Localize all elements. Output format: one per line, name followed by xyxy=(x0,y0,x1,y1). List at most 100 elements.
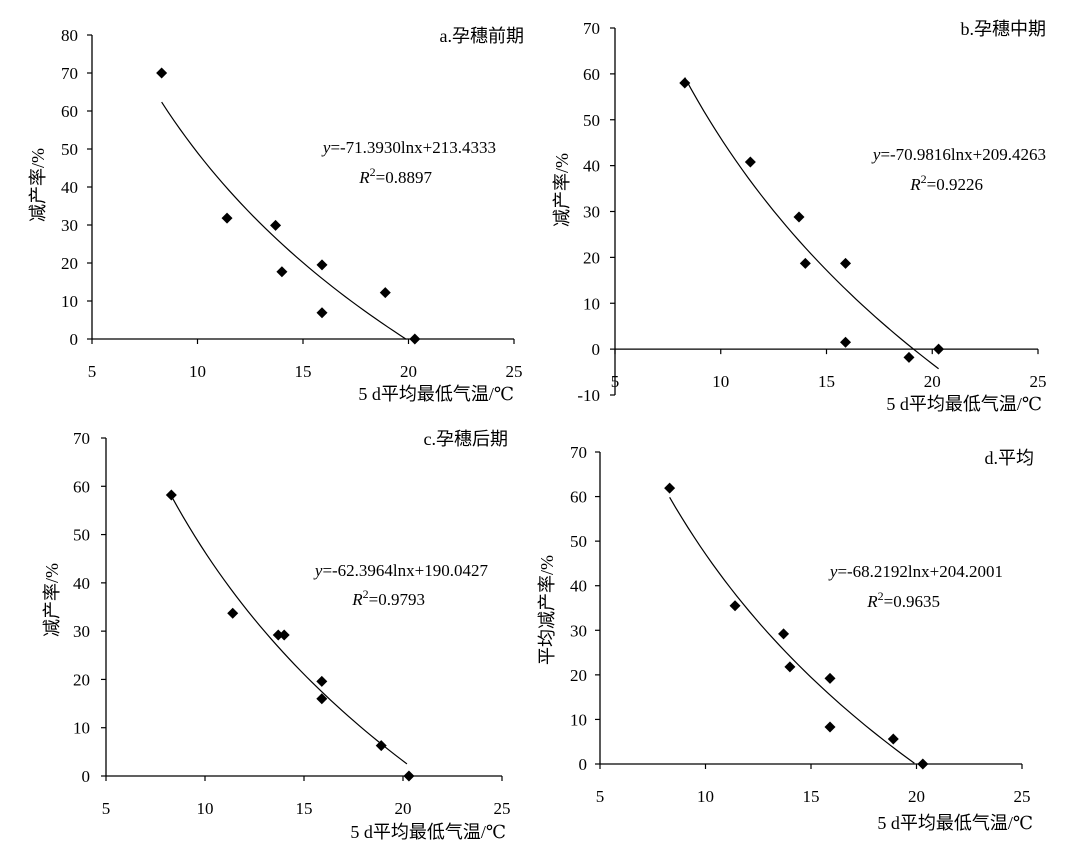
x-tick-label: 20 xyxy=(908,787,925,806)
y-tick-label: 0 xyxy=(70,330,79,349)
trend-line xyxy=(170,495,408,765)
y-tick-label: 50 xyxy=(583,111,600,130)
x-tick-label: 10 xyxy=(189,362,206,381)
x-tick-label: 10 xyxy=(197,799,214,818)
y-tick-label: 70 xyxy=(73,429,90,448)
y-tick-label: 20 xyxy=(73,670,90,689)
trend-line xyxy=(669,497,915,764)
y-tick-label: 50 xyxy=(73,526,90,545)
panel-title: c.孕穗后期 xyxy=(424,429,509,449)
data-point xyxy=(278,629,290,641)
x-tick-label: 15 xyxy=(818,372,835,391)
data-point xyxy=(664,482,676,494)
y-axis-title: 减产率/% xyxy=(552,153,572,227)
data-point xyxy=(824,672,836,684)
chart-panel-2: -10 0 10 20 30 40 50 60 70 5 10 15 20 25 b.孕穗中期 y=-70.9… xyxy=(552,19,1047,414)
data-point xyxy=(316,307,328,319)
y-tick-label: 20 xyxy=(583,248,600,267)
x-tick-label: 15 xyxy=(803,787,820,806)
x-tick-label: 25 xyxy=(494,799,511,818)
data-point xyxy=(379,287,391,299)
data-point xyxy=(316,259,328,271)
x-tick-label: 25 xyxy=(506,362,523,381)
x-tick-label: 15 xyxy=(296,799,313,818)
data-point xyxy=(933,343,945,355)
y-tick-label: 20 xyxy=(61,254,78,273)
x-tick-label: 5 xyxy=(102,799,111,818)
y-tick-label: 40 xyxy=(583,157,600,176)
y-tick-label: 40 xyxy=(570,577,587,596)
y-tick-label: -10 xyxy=(577,386,600,405)
y-tick-label: 10 xyxy=(73,719,90,738)
x-axis-title: 5 d平均最低气温/℃ xyxy=(877,813,1033,833)
y-tick-label: 10 xyxy=(61,292,78,311)
y-tick-label: 30 xyxy=(73,622,90,641)
y-tick-label: 60 xyxy=(61,102,78,121)
data-point xyxy=(778,628,790,640)
y-axis-title: 平均减产率/% xyxy=(537,555,557,665)
regression-equation: y=-68.2192lnx+204.2001 xyxy=(828,562,1003,581)
y-tick-label: 50 xyxy=(570,532,587,551)
data-point xyxy=(887,733,899,745)
data-point xyxy=(793,211,805,223)
data-point xyxy=(784,661,796,673)
x-axis-title: 5 d平均最低气温/℃ xyxy=(886,394,1042,414)
y-tick-label: 60 xyxy=(583,65,600,84)
panel-title: b.孕穗中期 xyxy=(961,19,1047,39)
r-squared: R2=0.9793 xyxy=(351,587,425,609)
data-point xyxy=(799,257,811,269)
x-tick-label: 20 xyxy=(395,799,412,818)
y-tick-label: 20 xyxy=(570,666,587,685)
regression-equation: y=-62.3964lnx+190.0427 xyxy=(313,561,489,580)
r-squared: R2=0.8897 xyxy=(358,165,432,187)
x-tick-label: 20 xyxy=(400,362,417,381)
regression-equation: y=-70.9816lnx+209.4263 xyxy=(871,145,1046,164)
data-point xyxy=(165,489,177,501)
y-axis-title: 减产率/% xyxy=(28,148,48,222)
data-point xyxy=(276,266,288,278)
y-tick-label: 70 xyxy=(570,443,587,462)
y-tick-label: 80 xyxy=(61,26,78,45)
data-point xyxy=(409,333,421,345)
chart-panel-1: 0 10 20 30 40 50 60 70 80 5 10 15 20 25 a.孕穗前期 y=-71.39… xyxy=(28,26,524,404)
y-tick-label: 70 xyxy=(583,19,600,38)
data-point xyxy=(221,212,233,224)
x-tick-label: 10 xyxy=(712,372,729,391)
x-axis-title: 5 d平均最低气温/℃ xyxy=(350,822,506,842)
y-tick-label: 70 xyxy=(61,64,78,83)
data-point xyxy=(840,257,852,269)
x-tick-label: 5 xyxy=(88,362,97,381)
y-tick-label: 0 xyxy=(82,767,91,786)
data-point xyxy=(272,629,284,641)
data-point xyxy=(316,693,328,705)
data-point xyxy=(270,219,282,231)
x-tick-label: 25 xyxy=(1030,372,1047,391)
y-tick-label: 30 xyxy=(570,621,587,640)
data-point xyxy=(679,77,691,89)
panel-title: d.平均 xyxy=(985,448,1035,468)
data-point xyxy=(840,336,852,348)
x-tick-label: 5 xyxy=(611,372,620,391)
regression-equation: y=-71.3930lnx+213.4333 xyxy=(321,138,496,157)
r-squared: R2=0.9635 xyxy=(866,589,940,611)
data-point xyxy=(903,351,915,363)
y-tick-label: 40 xyxy=(61,178,78,197)
data-point xyxy=(375,740,387,752)
y-tick-label: 30 xyxy=(61,216,78,235)
y-tick-label: 40 xyxy=(73,574,90,593)
y-tick-label: 60 xyxy=(570,488,587,507)
y-tick-label: 10 xyxy=(570,710,587,729)
data-point xyxy=(156,67,168,79)
data-point xyxy=(917,758,929,770)
y-tick-label: 30 xyxy=(583,203,600,222)
x-tick-label: 15 xyxy=(295,362,312,381)
data-point xyxy=(227,607,239,619)
data-point xyxy=(316,675,328,687)
y-tick-label: 60 xyxy=(73,477,90,496)
x-tick-label: 5 xyxy=(596,787,605,806)
x-tick-label: 25 xyxy=(1014,787,1031,806)
x-axis-title: 5 d平均最低气温/℃ xyxy=(358,384,514,404)
data-point xyxy=(729,600,741,612)
y-tick-label: 10 xyxy=(583,294,600,313)
